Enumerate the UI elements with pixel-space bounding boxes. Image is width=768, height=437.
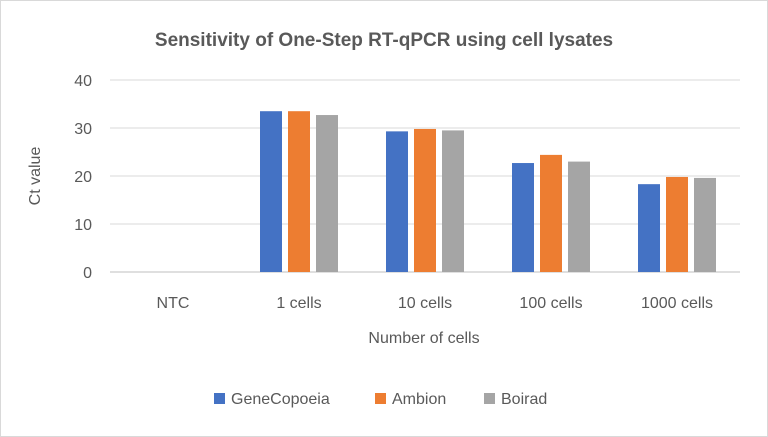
y-tick-labels: 0 10 20 30 40	[74, 73, 92, 282]
legend-swatch	[375, 393, 386, 404]
x-tick-label: 100 cells	[519, 295, 582, 312]
x-tick-label: NTC	[157, 295, 190, 312]
legend-swatch	[484, 393, 495, 404]
y-tick-label: 20	[74, 169, 92, 186]
legend-label: GeneCopoeia	[231, 391, 330, 408]
legend-label: Boirad	[501, 391, 547, 408]
bar-genecopoeia-1000-cells	[638, 184, 660, 272]
bar-ambion-100-cells	[540, 154, 562, 272]
legend: GeneCopoeia Ambion Boirad	[214, 391, 547, 408]
y-tick-label: 40	[74, 73, 92, 90]
legend-swatch	[214, 393, 225, 404]
bar-genecopoeia-10-cells	[386, 131, 408, 272]
bar-genecopoeia-1-cells	[260, 111, 282, 272]
y-tick-label: 0	[83, 265, 92, 282]
chart-title: Sensitivity of One-Step RT-qPCR using ce…	[155, 30, 613, 51]
y-tick-label: 30	[74, 121, 92, 138]
y-tick-label: 10	[74, 217, 92, 234]
bar-boirad-10-cells	[442, 130, 464, 272]
x-axis-title: Number of cells	[368, 330, 479, 347]
bar-boirad-1000-cells	[694, 177, 716, 272]
x-tick-label: 1000 cells	[641, 295, 713, 312]
bars	[260, 111, 716, 272]
bar-ambion-1-cells	[288, 111, 310, 272]
y-axis-title: Ct value	[27, 147, 44, 206]
legend-label: Ambion	[392, 391, 446, 408]
bar-boirad-100-cells	[568, 161, 590, 272]
x-tick-label: 10 cells	[398, 295, 452, 312]
bar-genecopoeia-100-cells	[512, 163, 534, 272]
bar-ambion-1000-cells	[666, 176, 688, 272]
bar-ambion-10-cells	[414, 128, 436, 272]
x-tick-labels: NTC 1 cells 10 cells 100 cells 1000 cells	[157, 295, 713, 312]
x-tick-label: 1 cells	[276, 295, 321, 312]
bar-boirad-1-cells	[316, 115, 338, 272]
